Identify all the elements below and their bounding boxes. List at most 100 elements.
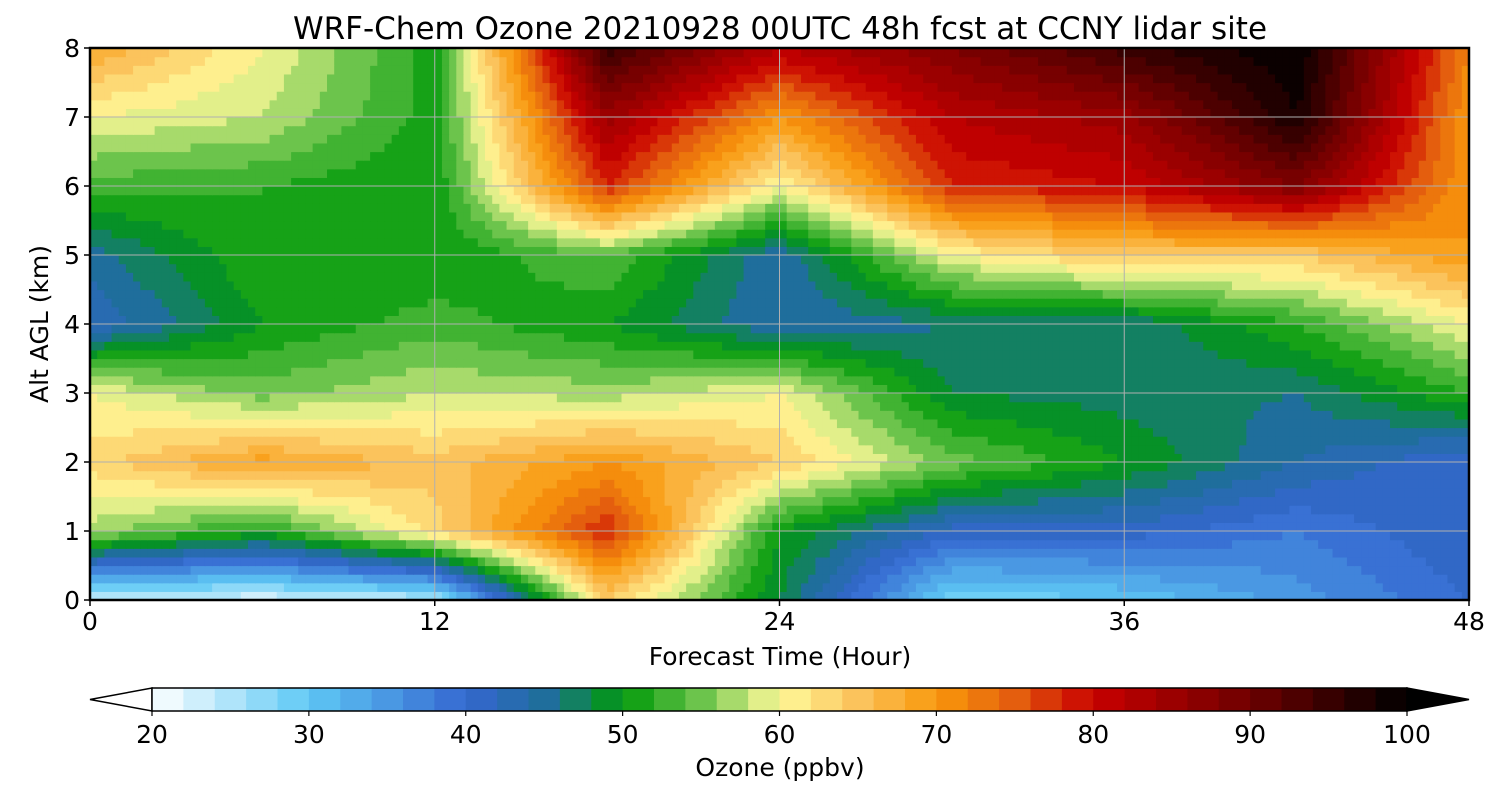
heatmap-cell (1282, 401, 1291, 411)
heatmap-cell (1354, 531, 1362, 541)
heatmap-cell (994, 565, 1003, 575)
heatmap-cell (994, 556, 1003, 567)
heatmap-cell (973, 531, 982, 541)
heatmap-cell (513, 591, 522, 600)
heatmap-cell (686, 393, 694, 403)
heatmap-cell (664, 505, 673, 515)
heatmap-cell (542, 453, 551, 463)
heatmap-cell (427, 539, 436, 549)
heatmap-cell (319, 539, 328, 549)
heatmap-cell (865, 444, 874, 454)
heatmap-cell (1339, 375, 1348, 385)
heatmap-cell (621, 565, 630, 575)
heatmap-cell (161, 384, 170, 394)
heatmap-cell (1318, 513, 1326, 523)
heatmap-cell (1181, 531, 1190, 541)
heatmap-cell (1152, 453, 1161, 463)
heatmap-cell (513, 462, 522, 472)
heatmap-cell (226, 410, 235, 420)
heatmap-cell (118, 375, 127, 385)
heatmap-cell (528, 384, 536, 394)
heatmap-cell (585, 574, 594, 584)
heatmap-cell (1296, 556, 1305, 567)
heatmap-cell (506, 556, 515, 567)
heatmap-cell (887, 556, 896, 567)
heatmap-cell (1433, 418, 1441, 429)
heatmap-cell (1016, 531, 1025, 541)
heatmap-cell (1246, 436, 1255, 446)
heatmap-cell (757, 410, 766, 420)
heatmap-cell (635, 470, 644, 480)
heatmap-cell (844, 591, 852, 600)
heatmap-cell (700, 556, 709, 567)
heatmap-cell (463, 539, 472, 549)
heatmap-cell (1440, 418, 1449, 429)
heatmap-cell (743, 582, 752, 592)
heatmap-cell (1433, 548, 1441, 558)
heatmap-cell (743, 505, 752, 515)
heatmap-cell (1088, 591, 1097, 600)
heatmap-cell (463, 375, 472, 385)
heatmap-cell (564, 513, 572, 523)
heatmap-cell (937, 531, 946, 541)
heatmap-cell (154, 574, 163, 584)
heatmap-cell (406, 531, 414, 541)
heatmap-cell (1088, 384, 1097, 394)
heatmap-cell (384, 462, 393, 472)
heatmap-cell (1088, 436, 1097, 446)
heatmap-cell (90, 487, 98, 498)
heatmap-cell (836, 462, 845, 472)
heatmap-cell (815, 436, 824, 446)
heatmap-cell (1260, 436, 1269, 446)
heatmap-cell (1332, 393, 1341, 403)
heatmap-cell (1167, 462, 1176, 472)
heatmap-cell (233, 522, 242, 532)
heatmap-cell (880, 393, 888, 403)
heatmap-cell (951, 444, 960, 454)
heatmap-cell (686, 418, 694, 429)
heatmap-cell (765, 539, 773, 549)
heatmap-cell (506, 548, 515, 558)
heatmap-cell (391, 548, 400, 558)
heatmap-cell (686, 487, 694, 498)
heatmap-cell (1095, 427, 1104, 437)
heatmap-cell (621, 375, 630, 385)
heatmap-cell (513, 582, 522, 592)
heatmap-cell (485, 410, 493, 420)
heatmap-cell (664, 470, 673, 480)
heatmap-cell (872, 565, 881, 575)
heatmap-cell (1038, 496, 1046, 506)
heatmap-cell (686, 522, 694, 532)
heatmap-cell (334, 384, 342, 394)
heatmap-cell (327, 393, 335, 403)
heatmap-cell (772, 522, 781, 532)
heatmap-cell (585, 487, 594, 498)
heatmap-cell (707, 582, 716, 592)
heatmap-cell (951, 393, 960, 403)
heatmap-cell (887, 548, 896, 558)
heatmap-cell (1052, 436, 1061, 446)
heatmap-cell (190, 444, 199, 454)
heatmap-cell (1066, 522, 1075, 532)
heatmap-cell (959, 582, 967, 592)
heatmap-cell (255, 375, 263, 385)
heatmap-cell (743, 462, 752, 472)
heatmap-cell (1325, 565, 1334, 575)
heatmap-cell (980, 591, 989, 600)
heatmap-cell (793, 427, 802, 437)
heatmap-cell (937, 539, 946, 549)
heatmap-cell (1016, 418, 1025, 429)
heatmap-cell (434, 436, 443, 446)
heatmap-cell (197, 479, 206, 489)
heatmap-cell (133, 531, 141, 541)
heatmap-cell (1346, 582, 1355, 592)
heatmap-cell (851, 453, 860, 463)
heatmap-cell (700, 453, 709, 463)
heatmap-cell (176, 582, 184, 592)
heatmap-cell (664, 427, 673, 437)
heatmap-cell (406, 548, 414, 558)
heatmap-cell (980, 556, 989, 567)
heatmap-cell (1095, 375, 1104, 385)
heatmap-cell (1354, 565, 1362, 575)
heatmap-cell (1181, 591, 1190, 600)
